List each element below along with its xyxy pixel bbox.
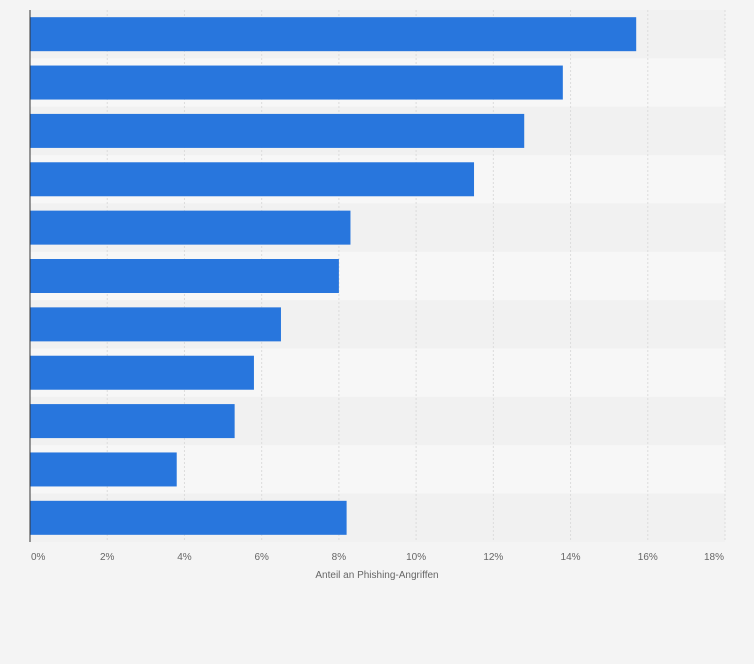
bar[interactable] bbox=[30, 113, 525, 148]
bar[interactable] bbox=[30, 404, 235, 439]
x-tick-label: 4% bbox=[177, 552, 192, 563]
bars bbox=[30, 17, 637, 535]
bar[interactable] bbox=[30, 307, 281, 342]
x-tick-label: 14% bbox=[561, 552, 581, 563]
bar[interactable] bbox=[30, 210, 351, 245]
x-tick-label: 8% bbox=[332, 552, 347, 563]
bar[interactable] bbox=[30, 500, 347, 535]
bar[interactable] bbox=[30, 452, 177, 487]
x-tick-label: 2% bbox=[100, 552, 115, 563]
x-tick-label: 10% bbox=[406, 552, 426, 563]
x-tick-label: 0% bbox=[31, 552, 46, 563]
bar[interactable] bbox=[30, 65, 563, 100]
x-tick-label: 12% bbox=[483, 552, 503, 563]
x-axis-title: Anteil an Phishing-Angriffen bbox=[315, 570, 438, 581]
bar[interactable] bbox=[30, 355, 254, 390]
x-tick-label: 6% bbox=[254, 552, 269, 563]
bar[interactable] bbox=[30, 162, 475, 197]
x-tick-label: 18% bbox=[704, 552, 724, 563]
bar[interactable] bbox=[30, 17, 637, 52]
x-tick-label: 16% bbox=[638, 552, 658, 563]
x-tick-labels: 0% 2% 4% 6% 8% 10% 12% 14% 16% 18% bbox=[31, 552, 724, 563]
bar[interactable] bbox=[30, 259, 339, 293]
